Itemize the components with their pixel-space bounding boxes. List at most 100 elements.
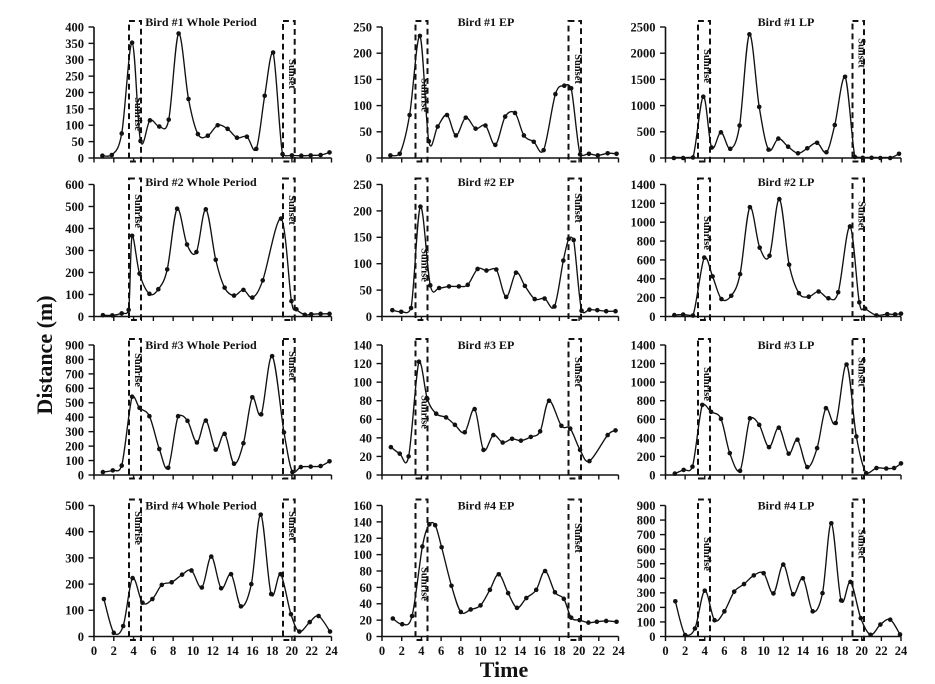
svg-text:Sunset: Sunset: [855, 357, 866, 387]
svg-text:Sunset: Sunset: [286, 511, 297, 541]
svg-text:Sunrise: Sunrise: [701, 216, 712, 250]
svg-text:300: 300: [65, 551, 84, 565]
svg-text:0: 0: [649, 310, 655, 324]
svg-text:24: 24: [895, 644, 908, 658]
svg-text:600: 600: [65, 178, 84, 192]
svg-text:Sunrise: Sunrise: [701, 537, 712, 571]
svg-text:Bird #2 LP: Bird #2 LP: [758, 175, 815, 189]
svg-text:100: 100: [65, 454, 84, 468]
svg-text:1000: 1000: [631, 99, 656, 113]
svg-text:4: 4: [702, 644, 709, 658]
svg-text:Sunrise: Sunrise: [132, 194, 143, 228]
svg-text:2500: 2500: [631, 20, 656, 34]
svg-text:300: 300: [65, 53, 84, 67]
svg-text:200: 200: [65, 578, 84, 592]
svg-text:Sunset: Sunset: [286, 59, 297, 89]
svg-text:800: 800: [637, 513, 656, 527]
svg-text:22: 22: [593, 644, 606, 658]
svg-text:200: 200: [353, 204, 372, 218]
svg-text:8: 8: [170, 644, 176, 658]
svg-text:4: 4: [418, 644, 425, 658]
svg-text:0: 0: [366, 310, 372, 324]
svg-text:0: 0: [91, 644, 97, 658]
svg-text:10: 10: [187, 644, 200, 658]
svg-text:800: 800: [65, 353, 84, 367]
svg-text:700: 700: [637, 528, 656, 542]
svg-text:12: 12: [207, 644, 220, 658]
svg-text:400: 400: [637, 572, 656, 586]
svg-text:20: 20: [856, 644, 869, 658]
svg-text:6: 6: [438, 644, 444, 658]
svg-text:60: 60: [360, 413, 373, 427]
svg-text:150: 150: [65, 102, 84, 116]
svg-text:Sunrise: Sunrise: [132, 511, 143, 545]
svg-text:150: 150: [353, 231, 372, 245]
svg-text:8: 8: [741, 644, 747, 658]
svg-text:140: 140: [353, 338, 372, 352]
svg-text:24: 24: [325, 644, 338, 658]
svg-text:100: 100: [353, 548, 372, 562]
svg-text:200: 200: [353, 47, 372, 61]
svg-text:0: 0: [379, 644, 385, 658]
svg-text:200: 200: [65, 86, 84, 100]
svg-text:Time: Time: [480, 657, 529, 682]
svg-text:2: 2: [111, 644, 117, 658]
svg-text:Sunset: Sunset: [286, 351, 297, 381]
svg-text:50: 50: [72, 135, 85, 149]
svg-text:500: 500: [65, 396, 84, 410]
svg-text:Sunrise: Sunrise: [419, 248, 430, 282]
svg-text:60: 60: [360, 581, 373, 595]
svg-text:200: 200: [65, 266, 84, 280]
svg-text:400: 400: [65, 222, 84, 236]
svg-text:100: 100: [353, 257, 372, 271]
svg-text:20: 20: [286, 644, 299, 658]
svg-text:400: 400: [637, 431, 656, 445]
svg-text:100: 100: [353, 99, 372, 113]
svg-text:Sunrise: Sunrise: [132, 353, 143, 387]
svg-text:8: 8: [458, 644, 464, 658]
svg-text:20: 20: [360, 450, 373, 464]
svg-text:40: 40: [360, 597, 373, 611]
svg-text:100: 100: [65, 604, 84, 618]
svg-text:14: 14: [797, 644, 810, 658]
svg-text:50: 50: [360, 125, 373, 139]
svg-text:12: 12: [494, 644, 507, 658]
svg-text:Bird #3 LP: Bird #3 LP: [758, 338, 815, 352]
svg-text:1400: 1400: [631, 178, 656, 192]
svg-text:150: 150: [353, 73, 372, 87]
svg-text:0: 0: [662, 644, 668, 658]
svg-text:400: 400: [65, 411, 84, 425]
svg-text:0: 0: [78, 151, 84, 165]
svg-text:0: 0: [78, 468, 84, 482]
svg-text:1000: 1000: [631, 216, 656, 230]
svg-text:0: 0: [366, 468, 372, 482]
svg-text:Distance (m): Distance (m): [32, 295, 57, 414]
svg-text:200: 200: [637, 601, 656, 615]
svg-text:800: 800: [637, 234, 656, 248]
svg-text:4: 4: [130, 644, 137, 658]
svg-text:140: 140: [353, 515, 372, 529]
svg-text:Bird #1 LP: Bird #1 LP: [758, 15, 815, 29]
svg-text:100: 100: [65, 119, 84, 133]
svg-text:2: 2: [399, 644, 405, 658]
svg-text:20: 20: [360, 614, 373, 628]
svg-text:300: 300: [637, 586, 656, 600]
svg-text:600: 600: [637, 413, 656, 427]
svg-text:160: 160: [353, 499, 372, 513]
svg-text:900: 900: [65, 338, 84, 352]
svg-text:1400: 1400: [631, 338, 656, 352]
svg-text:Sunrise: Sunrise: [419, 567, 430, 601]
svg-text:400: 400: [65, 20, 84, 34]
svg-text:100: 100: [637, 615, 656, 629]
svg-text:Sunset: Sunset: [572, 193, 583, 223]
svg-text:120: 120: [353, 532, 372, 546]
svg-text:Sunrise: Sunrise: [132, 97, 143, 131]
svg-text:2: 2: [682, 644, 688, 658]
svg-text:200: 200: [637, 291, 656, 305]
svg-text:800: 800: [637, 394, 656, 408]
svg-text:400: 400: [65, 525, 84, 539]
svg-text:Bird #1 EP: Bird #1 EP: [458, 15, 515, 29]
svg-text:Sunset: Sunset: [855, 201, 866, 231]
svg-text:250: 250: [353, 20, 372, 34]
svg-text:80: 80: [360, 394, 373, 408]
